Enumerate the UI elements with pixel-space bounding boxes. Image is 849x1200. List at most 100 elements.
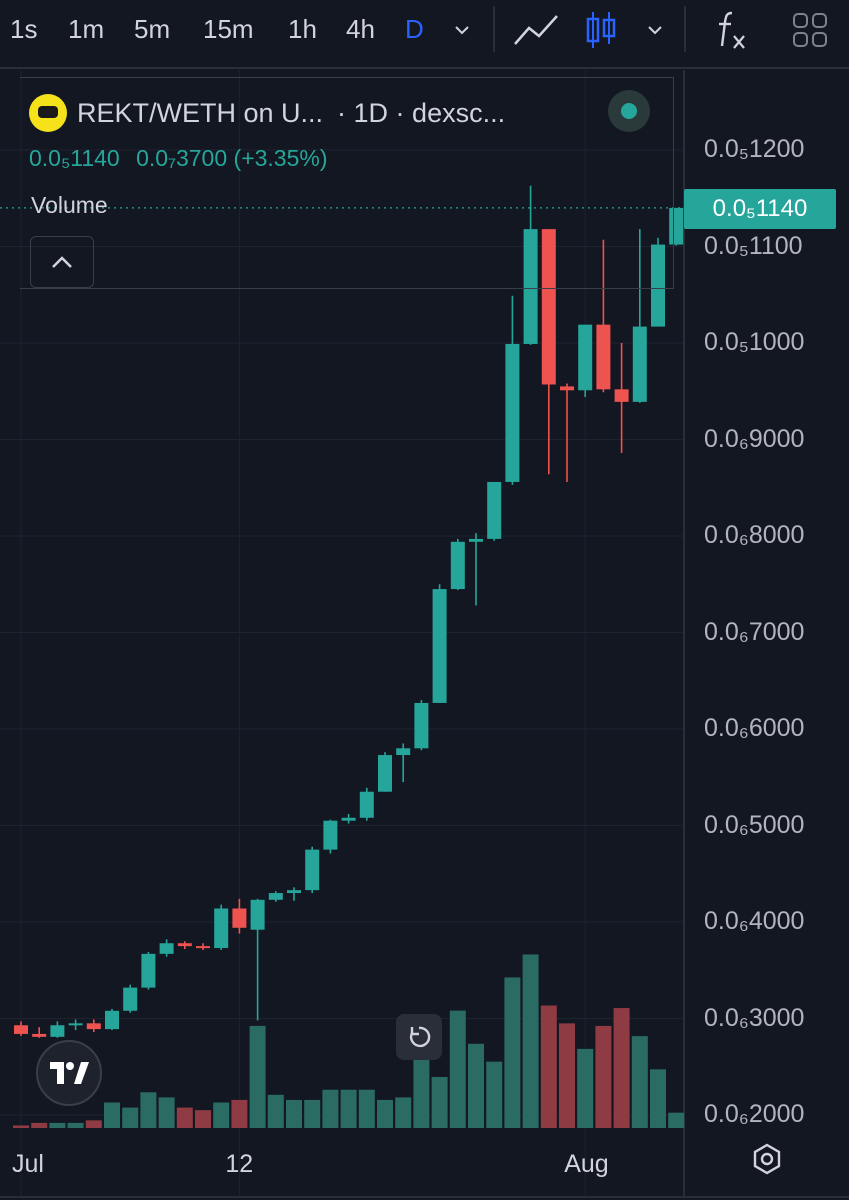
- legend-panel: [20, 77, 674, 289]
- volume-bar: [286, 1099, 302, 1128]
- candle-body: [232, 908, 247, 928]
- collapse-legend-button[interactable]: [30, 236, 94, 288]
- candle-body: [287, 890, 301, 894]
- timeframe-toolbar: 1s 1m 5m 15m 1h 4h D: [0, 0, 849, 62]
- volume-bar: [540, 1005, 557, 1128]
- candle-body: [14, 1025, 28, 1034]
- candle-body: [487, 481, 502, 539]
- chevron-down-icon[interactable]: [645, 20, 665, 40]
- candlestick-icon[interactable]: [584, 10, 618, 50]
- interval-15m[interactable]: 15m: [203, 14, 254, 44]
- price-tick-label: 0.0₆5000: [704, 810, 805, 839]
- chevron-up-icon: [52, 256, 72, 268]
- price-tick-label: 0.0₆6000: [704, 714, 805, 742]
- interval-1s[interactable]: 1s: [10, 14, 38, 44]
- candlestick-chart[interactable]: [0, 70, 849, 1200]
- time-tick-label: 12: [225, 1150, 254, 1178]
- volume-legend-label: Volume: [31, 192, 108, 218]
- volume-bar: [577, 1048, 594, 1128]
- candle-body: [268, 893, 283, 900]
- tradingview-logo-icon[interactable]: [36, 1040, 102, 1106]
- interval-1m[interactable]: 1m: [68, 14, 105, 44]
- chevron-down-icon[interactable]: [452, 20, 472, 40]
- candle-body: [651, 244, 665, 327]
- interval-d[interactable]: D: [405, 14, 424, 44]
- volume-bar: [249, 1025, 266, 1128]
- legend-values: 0.0₅1140 0.0₇3700 (+3.35%): [29, 145, 328, 172]
- volume-bar: [85, 1120, 102, 1128]
- line-chart-icon[interactable]: [512, 10, 560, 50]
- toolbar-divider: [493, 6, 495, 52]
- volume-bar: [468, 1043, 484, 1128]
- candle-body: [396, 748, 411, 756]
- token-logo-icon: [29, 94, 67, 132]
- candle-body: [250, 899, 265, 930]
- legend-title-row[interactable]: REKT/WETH on U... · 1D · dexsc...: [29, 94, 506, 132]
- volume-bar: [449, 1010, 466, 1128]
- volume-bar: [559, 1023, 575, 1128]
- candle-body: [632, 326, 647, 402]
- volume-bar: [340, 1089, 357, 1128]
- candle-body: [214, 908, 229, 949]
- candle-body: [669, 207, 684, 245]
- volume-bar: [231, 1099, 248, 1128]
- candle-body: [614, 389, 629, 402]
- candle-body: [196, 946, 210, 949]
- candle-body: [505, 343, 520, 482]
- volume-bar: [631, 1036, 648, 1128]
- volume-bar: [267, 1094, 284, 1128]
- price-tick-label: 0.0₅1000: [704, 328, 805, 356]
- volume-bar: [158, 1097, 175, 1128]
- volume-bar: [486, 1061, 503, 1128]
- candle-body: [323, 820, 338, 850]
- market-status-icon[interactable]: [608, 90, 650, 132]
- volume-bar: [613, 1008, 630, 1128]
- volume-bar: [595, 1025, 612, 1128]
- price-tick-label: 0.0₅1100: [704, 231, 803, 260]
- price-tick-label: 0.0₆7000: [704, 617, 805, 646]
- candle-body: [341, 817, 356, 821]
- volume-bar: [504, 977, 521, 1128]
- volume-bar: [304, 1099, 321, 1128]
- pair-meta: · 1D · dexsc...: [337, 97, 506, 128]
- legend-change: 0.0₇3700 (+3.35%): [136, 145, 328, 171]
- candle-body: [177, 943, 192, 947]
- candle-body: [68, 1023, 83, 1026]
- volume-bar: [650, 1069, 666, 1128]
- volume-bar: [213, 1102, 230, 1128]
- price-tick-label: 0.0₆9000: [704, 424, 805, 453]
- candle-body: [560, 386, 574, 391]
- settings-hexagon-icon: [753, 1143, 781, 1175]
- volume-bar: [104, 1102, 120, 1128]
- volume-bar: [522, 954, 539, 1128]
- price-tick-label: 0.0₅1200: [704, 135, 805, 163]
- volume-bar: [49, 1122, 66, 1128]
- last-price-label: 0.0₅1140: [684, 189, 836, 229]
- candle-body: [159, 943, 174, 954]
- volume-bar: [358, 1089, 375, 1128]
- volume-bar: [195, 1110, 211, 1128]
- price-tick-label: 0.0₆3000: [704, 1003, 805, 1032]
- candle-body: [359, 791, 374, 818]
- layout-grid-icon[interactable]: [792, 12, 828, 48]
- indicators-fx-icon[interactable]: [714, 10, 750, 50]
- time-tick-label: Jul: [12, 1150, 44, 1178]
- interval-4h[interactable]: 4h: [346, 14, 375, 44]
- candle-body: [50, 1025, 65, 1037]
- candle-body: [432, 589, 447, 703]
- legend-close: 0.0₅1140: [29, 145, 120, 171]
- candle-body: [32, 1033, 47, 1037]
- candle-body: [141, 953, 156, 988]
- chart-settings-button[interactable]: [750, 1142, 784, 1176]
- candle-body: [105, 1010, 119, 1030]
- candle-body: [378, 755, 392, 792]
- interval-1h[interactable]: 1h: [288, 14, 317, 44]
- volume-bar: [31, 1122, 48, 1128]
- candle-body: [86, 1023, 101, 1030]
- candle-body: [305, 849, 320, 891]
- reset-chart-button[interactable]: [396, 1014, 442, 1060]
- candle-body: [450, 541, 465, 590]
- interval-5m[interactable]: 5m: [134, 14, 171, 44]
- volume-bar: [13, 1125, 29, 1128]
- candle-body: [578, 324, 593, 391]
